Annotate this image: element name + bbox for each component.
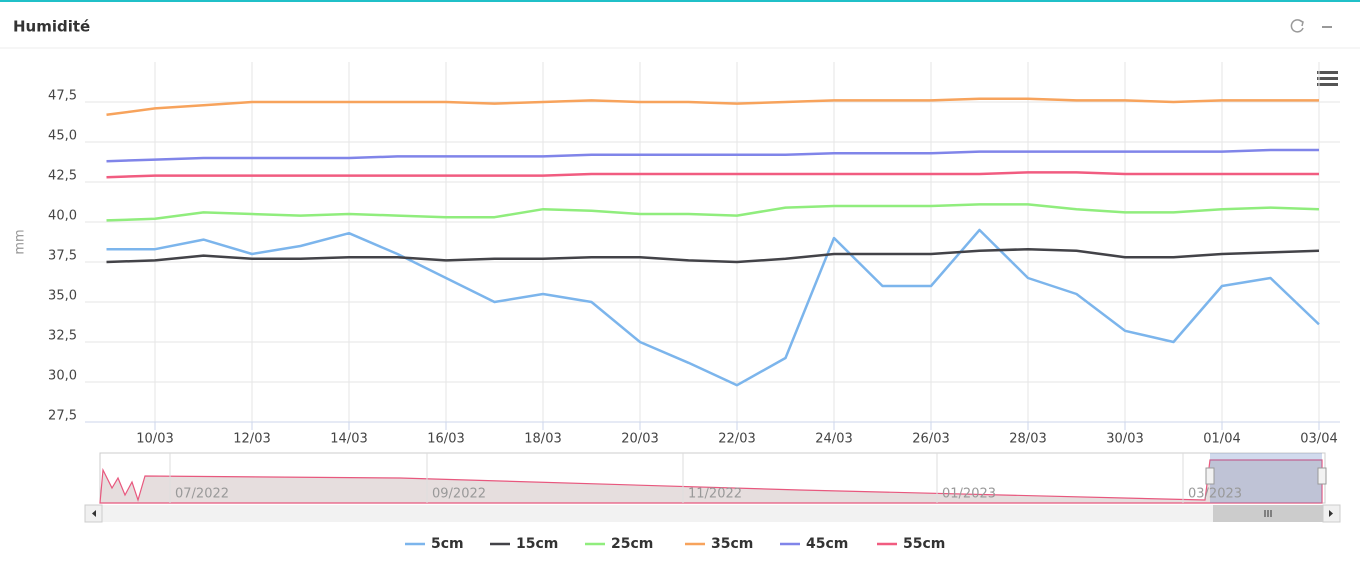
y-tick-label: 35,0	[48, 289, 77, 304]
legend-label[interactable]: 45cm	[806, 536, 848, 552]
navigator-series	[99, 459, 1323, 504]
x-tick-label: 01/04	[1203, 432, 1240, 447]
scroll-right-arrow[interactable]	[1329, 510, 1333, 517]
y-tick-label: 40,0	[48, 209, 77, 224]
navigator-label: 03/2023	[1188, 487, 1242, 502]
x-tick-label: 03/04	[1300, 432, 1337, 447]
refresh-icon[interactable]	[1290, 19, 1304, 33]
legend: 5cm 15cm 25cm 35cm 45cm 55cm	[405, 536, 945, 552]
y-tick-label: 42,5	[48, 169, 77, 184]
y-tick-label: 45,0	[48, 129, 77, 144]
legend-label[interactable]: 25cm	[611, 536, 653, 552]
navigator-label: 09/2022	[432, 487, 486, 502]
menu-bar[interactable]	[1317, 83, 1338, 86]
navigator-handle[interactable]	[1317, 467, 1327, 485]
y-axis-label: mm	[13, 229, 28, 254]
navigator-label: 07/2022	[175, 487, 229, 502]
x-tick-label: 12/03	[233, 432, 270, 447]
series-line	[106, 247, 1320, 264]
legend-label[interactable]: 5cm	[431, 536, 464, 552]
x-tick-label: 26/03	[912, 432, 949, 447]
y-tick-label: 30,0	[48, 369, 77, 384]
refresh-arrow[interactable]	[1298, 19, 1304, 27]
menu-icon[interactable]	[1317, 71, 1338, 86]
series-line	[106, 171, 1319, 179]
navigator-label: 11/2022	[688, 487, 742, 502]
y-tick-label: 27,5	[48, 409, 77, 424]
x-tick-label: 10/03	[136, 432, 173, 447]
series-line	[106, 148, 1319, 163]
legend-label[interactable]: 15cm	[516, 536, 558, 552]
x-tick-label: 14/03	[330, 432, 367, 447]
legend-label[interactable]: 55cm	[903, 536, 945, 552]
legend-label[interactable]: 35cm	[711, 536, 753, 552]
x-tick-label: 16/03	[427, 432, 464, 447]
x-tick-label: 24/03	[815, 432, 852, 447]
navigator: 07/2022 09/2022 11/2022 01/2023 03/2023	[99, 452, 1327, 504]
scrollbar-grip[interactable]	[1264, 510, 1272, 517]
navigator-selection[interactable]	[1210, 453, 1322, 503]
menu-bar[interactable]	[1317, 71, 1338, 74]
x-tick-label: 30/03	[1106, 432, 1143, 447]
menu-bar[interactable]	[1317, 77, 1338, 80]
series-line	[106, 97, 1319, 117]
scroll-left-arrow[interactable]	[92, 510, 96, 517]
series-line	[106, 203, 1320, 222]
plot-lines	[106, 97, 1320, 387]
navigator-labels: 07/2022 09/2022 11/2022 01/2023 03/2023	[175, 487, 1242, 502]
refresh-arc[interactable]	[1290, 19, 1304, 33]
x-tick-label: 18/03	[524, 432, 561, 447]
y-tick-label: 37,5	[48, 249, 77, 264]
navigator-handle[interactable]	[1205, 467, 1215, 485]
scrollbar[interactable]	[84, 504, 1341, 523]
y-tick-label: 32,5	[48, 329, 77, 344]
navigator-label: 01/2023	[942, 487, 996, 502]
x-tick-label: 20/03	[621, 432, 658, 447]
x-tick-label: 22/03	[718, 432, 755, 447]
panel-title: Humidité	[13, 18, 90, 36]
y-tick-label: 47,5	[48, 89, 77, 104]
x-tick-label: 28/03	[1009, 432, 1046, 447]
series-line	[106, 228, 1320, 387]
scrollbar-track[interactable]	[85, 505, 1340, 522]
minimize-icon[interactable]	[1322, 26, 1332, 28]
